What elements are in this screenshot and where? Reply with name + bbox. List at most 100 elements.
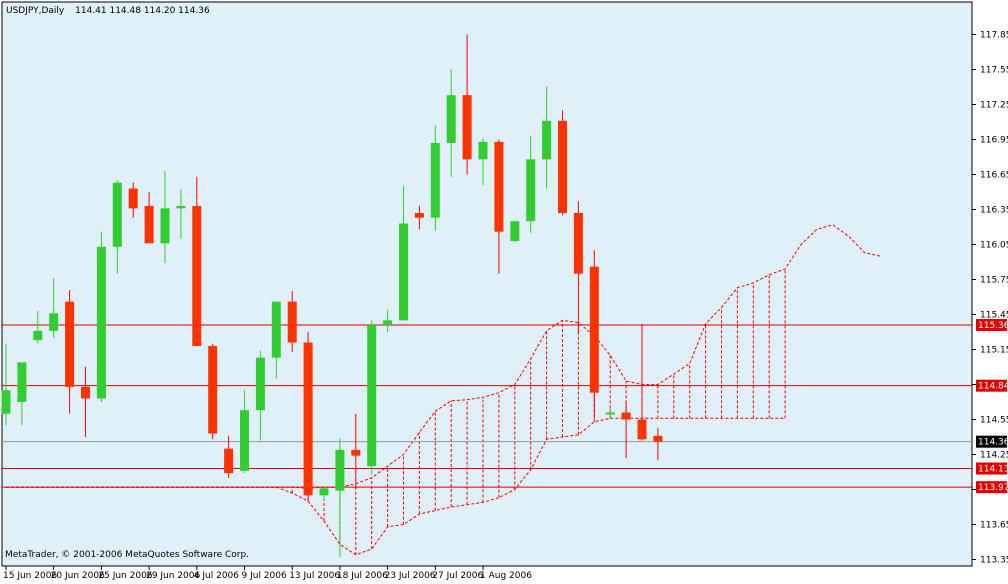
candle-body <box>81 386 90 399</box>
candle <box>526 136 536 233</box>
candle-body <box>494 141 504 232</box>
time-tick-label: 20 Jun 2006 <box>51 571 105 580</box>
symbol-name: USDJPY,Daily <box>6 6 65 16</box>
level-price-labels: 115.36 114.84 114.36 114.13 113.97 <box>976 319 1008 494</box>
candle <box>255 350 265 441</box>
level-price-label: 114.36 <box>976 435 1008 448</box>
level-price-label: 115.36 <box>976 319 1008 332</box>
candle-body <box>399 223 408 321</box>
candle-body <box>605 412 615 415</box>
candle-body <box>33 330 43 341</box>
candle <box>605 407 615 420</box>
candle <box>208 343 218 440</box>
price-tick-label: 117.55 <box>980 66 1008 76</box>
price-tick-label: 113.35 <box>980 556 1008 566</box>
candle <box>351 413 361 489</box>
candle-body <box>128 188 138 209</box>
price-tick-label: 115.15 <box>980 346 1008 356</box>
candle <box>430 125 440 231</box>
candle <box>462 34 472 175</box>
candle <box>224 435 234 478</box>
candle-body <box>510 221 520 242</box>
level-price-label: 114.13 <box>976 462 1008 475</box>
candle <box>192 176 202 347</box>
candle-body <box>17 362 27 403</box>
candle-body <box>192 206 202 347</box>
time-tick-label: 29 Jun 2006 <box>146 571 200 580</box>
time-tick-label: 27 Jul 2006 <box>432 571 483 580</box>
price-tick-label: 115.45 <box>980 311 1008 321</box>
time-tick-label: 23 Jul 2006 <box>385 571 436 580</box>
candle <box>589 250 599 419</box>
plot-area[interactable] <box>1 1 973 567</box>
candle <box>414 206 424 230</box>
price-tick-label: 114.25 <box>980 451 1008 461</box>
candle <box>96 231 106 403</box>
candle <box>542 87 552 189</box>
candle <box>653 427 663 461</box>
candle-body <box>637 419 647 440</box>
price-tick-label: 116.35 <box>980 206 1008 216</box>
candle-body <box>144 206 154 244</box>
candle <box>558 110 567 216</box>
candle <box>573 201 583 335</box>
time-tick-label: 13 Jul 2006 <box>289 571 340 580</box>
candle <box>112 180 122 274</box>
candle-body <box>526 159 536 222</box>
candle <box>287 291 297 352</box>
price-tick-label: 117.85 <box>980 31 1008 41</box>
candle <box>621 402 631 459</box>
price-tick-label: 116.05 <box>980 241 1008 251</box>
time-tick-label: 25 Jun 2006 <box>98 571 152 580</box>
candle-body <box>653 435 663 442</box>
candle-body <box>621 412 631 420</box>
candle <box>144 192 154 244</box>
time-tick-label: 18 Jul 2006 <box>337 571 388 580</box>
candle <box>478 138 488 186</box>
price-tick-label: 113.65 <box>980 521 1008 531</box>
candle <box>17 362 27 426</box>
candle <box>510 221 520 243</box>
time-tick-label: 1 Aug 2006 <box>480 571 532 580</box>
candle <box>1 343 11 426</box>
candle-body <box>271 301 281 358</box>
candle <box>33 311 43 344</box>
candle <box>271 301 281 379</box>
level-label-bg <box>976 379 1007 392</box>
price-tick-label: 116.65 <box>980 171 1008 181</box>
candle <box>637 323 647 441</box>
ohlc-values: 114.41 114.48 114.20 114.36 <box>75 6 210 16</box>
time-tick-label: 4 Jul 2006 <box>194 571 239 580</box>
candle-body <box>303 342 313 496</box>
candle-body <box>96 246 106 399</box>
candle-body <box>240 410 249 471</box>
candle <box>65 290 75 414</box>
candle <box>176 189 186 239</box>
candle-body <box>589 266 599 393</box>
candle-body <box>478 141 488 160</box>
candle-body <box>573 213 583 274</box>
price-tick-label: 114.55 <box>980 416 1008 426</box>
candle-body <box>383 320 393 326</box>
candle-body <box>287 301 297 343</box>
level-label-bg <box>976 435 1007 448</box>
candle <box>319 488 329 501</box>
candle-body <box>49 313 59 331</box>
level-label-bg <box>976 319 1007 332</box>
senkou-span-a <box>6 417 786 556</box>
level-label-bg <box>976 462 1007 475</box>
candle-body <box>414 213 424 218</box>
candle <box>367 320 377 475</box>
candle <box>446 69 456 177</box>
candle <box>160 171 170 264</box>
time-tick-label: 15 Jun 2006 <box>3 571 57 580</box>
level-label-text: 114.36 <box>978 438 1008 448</box>
level-label-text: 114.13 <box>978 465 1008 475</box>
candles <box>1 34 663 558</box>
candle <box>303 332 313 502</box>
candle-body <box>65 301 75 387</box>
symbol-header: USDJPY,Daily 114.41 114.48 114.20 114.36 <box>6 6 210 16</box>
